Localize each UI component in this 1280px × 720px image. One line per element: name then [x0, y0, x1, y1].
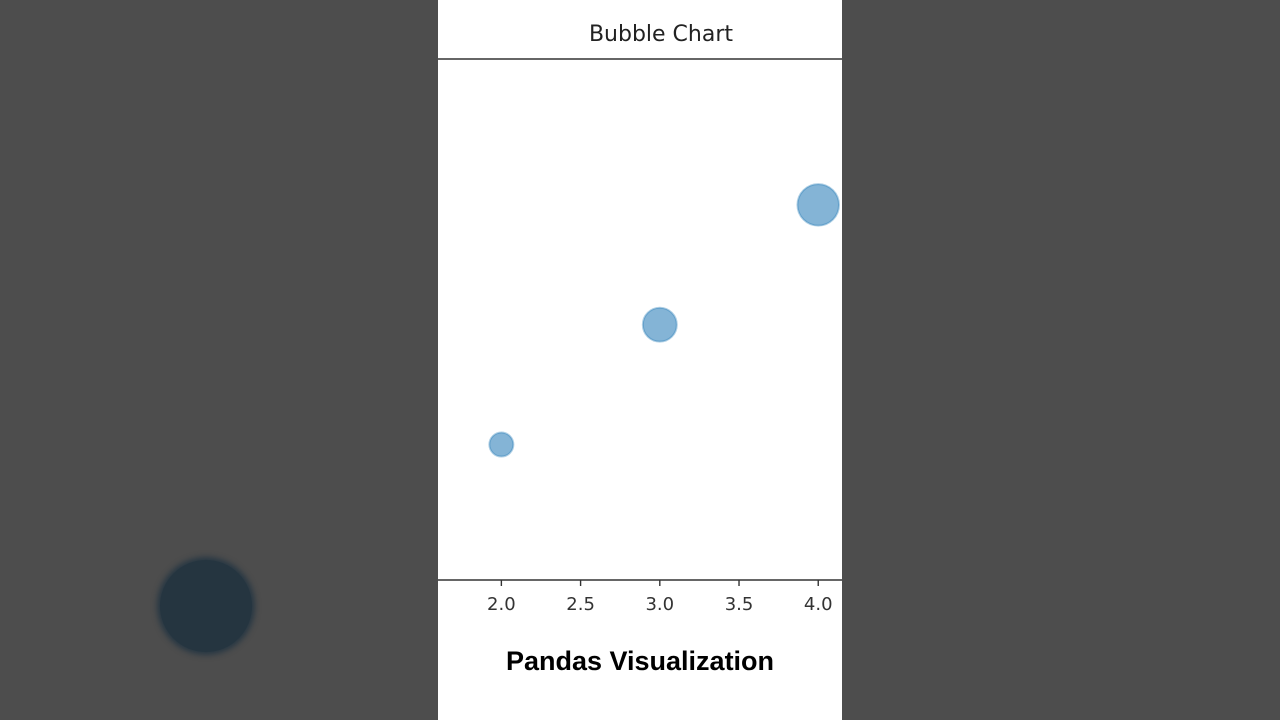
bubble-chart: 2.0 2.5 3.0 3.5 4.0	[438, 58, 842, 615]
x-tick-label: 3.5	[725, 594, 754, 615]
bubble-point	[796, 183, 841, 227]
video-frame: Bubble Chart 2.0 2.5 3.0 3.5 4.0 Pandas Visu…	[438, 0, 842, 720]
x-tick-label: 4.0	[804, 594, 833, 615]
chart-title: Bubble Chart	[588, 22, 734, 47]
x-tick-label: 2.5	[566, 594, 595, 615]
x-tick-label: 2.0	[487, 594, 516, 615]
video-caption: Pandas Visualization	[505, 646, 775, 676]
play-circle-icon[interactable]	[160, 560, 252, 652]
bubble-point	[488, 431, 515, 458]
bubble-point	[641, 306, 678, 343]
x-tick-label: 3.0	[645, 594, 674, 615]
